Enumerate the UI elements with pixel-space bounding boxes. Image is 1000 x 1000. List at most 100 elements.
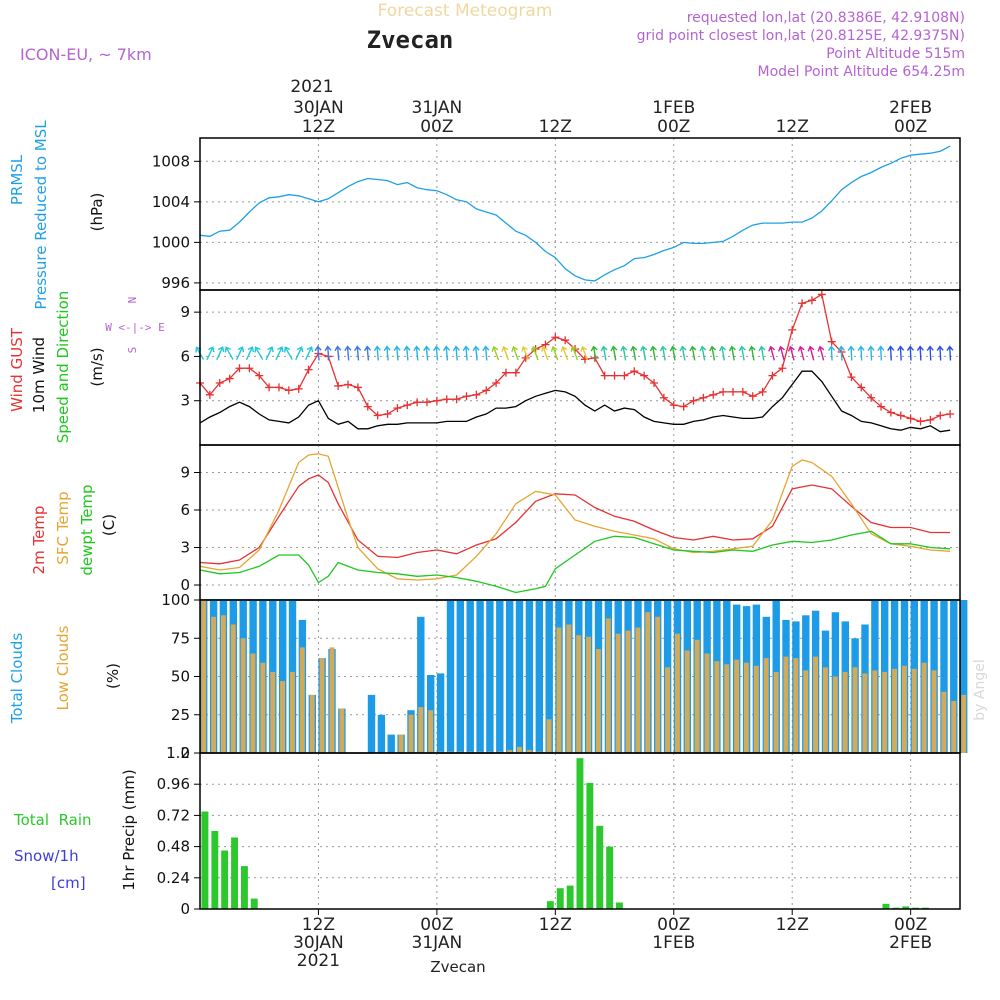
rain-bar	[576, 758, 584, 909]
gust-marker	[294, 384, 303, 393]
gust-marker	[788, 325, 797, 334]
cloud-total-bar	[279, 600, 287, 753]
wind-arrow	[777, 345, 785, 361]
top-tick-label: 12Z	[539, 117, 572, 137]
cloud-low-bar	[211, 616, 216, 753]
wind-arrow	[540, 345, 549, 361]
wind-arrow-shape	[758, 345, 766, 361]
y-tick-label: 1.2	[166, 744, 190, 762]
gust-marker	[896, 411, 905, 420]
y-tick-label: 996	[161, 274, 190, 292]
wind-arrow-shape	[363, 345, 372, 361]
bottom-tick-label: 2FEB	[889, 933, 932, 953]
wind-arrow	[906, 345, 914, 361]
p4-label-low: Low Clouds	[54, 625, 72, 710]
rain-bar	[882, 903, 890, 909]
cloud-low-bar	[566, 624, 572, 753]
panel-5: 0 0.24 0.48 0.72 0.96 1.2	[157, 744, 961, 918]
cloud-low-bar	[753, 665, 759, 753]
panel-2: 3 6 9	[180, 289, 961, 446]
gust-marker	[551, 333, 560, 342]
cloud-low-bar	[665, 667, 670, 753]
panel-4: 0 25 50 75 100	[161, 591, 968, 762]
wind-arrow	[877, 345, 885, 361]
wind-arrow	[560, 345, 569, 361]
gust-marker	[482, 386, 491, 395]
wind-arrow-shape	[679, 345, 687, 361]
gust-marker	[265, 383, 274, 392]
cloud-low-bar	[517, 746, 522, 753]
wind-arrow-shape	[659, 345, 667, 361]
wind-arrow	[699, 345, 707, 361]
panel-frame	[199, 137, 961, 291]
wind-arrow	[344, 345, 352, 361]
wind-arrow-shape	[926, 345, 934, 361]
wind-arrow	[817, 345, 825, 361]
cloud-total-bar	[506, 600, 514, 753]
wind-arrow-shape	[827, 345, 836, 361]
gust-marker	[640, 371, 649, 380]
wind-arrow	[738, 345, 746, 361]
wind-arrow	[354, 345, 362, 361]
rain-bar	[902, 906, 910, 909]
series-sfc-temp	[199, 453, 951, 581]
wind-arrow-shape	[383, 345, 391, 361]
gust-marker	[284, 386, 293, 395]
y-tick-label: 9	[180, 464, 190, 482]
gust-marker	[393, 404, 402, 413]
wind-arrow	[393, 345, 401, 361]
cloud-low-bar	[902, 665, 907, 753]
cloud-low-bar	[911, 668, 917, 753]
wind-arrow-shape	[501, 345, 510, 361]
series-10m-wind	[199, 370, 951, 433]
bottom-tick-label: 30JAN	[293, 933, 344, 953]
y-tick-label: 0	[180, 900, 190, 918]
wind-arrow-shape	[393, 345, 401, 361]
top-tick-label: 12Z	[302, 117, 335, 137]
wind-arrow	[305, 346, 314, 361]
gust-marker	[699, 393, 708, 402]
wind-arrow-shape	[600, 345, 608, 361]
wind-arrow	[709, 345, 717, 361]
top-tick-label: 00Z	[420, 117, 453, 137]
gust-marker	[728, 387, 737, 396]
place-name: Zvecan	[367, 26, 454, 54]
series-wind-gust	[199, 293, 951, 423]
top-tick-label: 1FEB	[652, 98, 695, 118]
rain-bar	[221, 850, 229, 909]
bottom-tick-label: 31JAN	[412, 933, 463, 953]
wind-arrow-shape	[777, 345, 785, 361]
gust-marker	[403, 401, 412, 410]
wind-arrow	[847, 345, 855, 361]
wind-arrow-shape	[275, 346, 284, 361]
cloud-low-bar	[250, 653, 256, 753]
wind-arrow	[423, 345, 431, 361]
wind-arrow-shape	[748, 345, 756, 361]
wind-arrow-shape	[206, 346, 215, 361]
wind-arrow	[916, 345, 924, 361]
wind-arrow-shape	[224, 346, 234, 360]
series-dewpt-temp	[199, 530, 951, 594]
wind-arrow-shape	[877, 345, 885, 361]
gust-marker	[423, 398, 432, 407]
cloud-total-bar	[525, 600, 534, 753]
cloud-low-bar	[783, 656, 789, 753]
wind-arrow-shape	[857, 345, 865, 361]
y-tick-label: 9	[180, 303, 190, 321]
cloud-total-bar	[387, 734, 395, 753]
cloud-total-bar	[367, 694, 376, 753]
top-year-label: 2021	[290, 77, 333, 97]
cloud-total-bar	[496, 600, 504, 753]
wind-arrow-shape	[620, 345, 628, 361]
wind-arrow-shape	[906, 345, 914, 361]
wind-arrow	[383, 345, 391, 361]
wind-arrow-shape	[630, 345, 638, 361]
p3-label-sfc: SFC Temp	[54, 491, 72, 564]
wind-arrow-shape	[797, 345, 805, 361]
p2-label-gust: Wind GUST	[8, 327, 26, 412]
wind-arrow-shape	[768, 345, 776, 361]
gust-marker	[442, 395, 451, 404]
gust-marker	[501, 368, 510, 377]
gust-marker	[215, 379, 224, 387]
